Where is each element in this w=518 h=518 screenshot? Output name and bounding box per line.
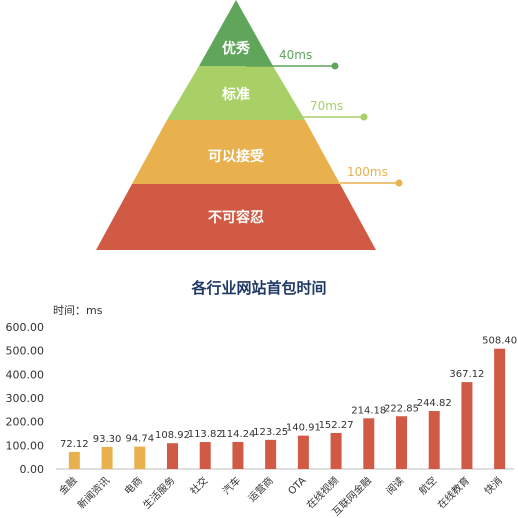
bar-value-label: 152.27 xyxy=(319,420,354,431)
bar-value-label: 94.74 xyxy=(125,434,154,445)
bar xyxy=(297,435,309,469)
bar xyxy=(396,416,407,469)
threshold-label-100: 100ms xyxy=(347,165,388,179)
threshold-dot-40 xyxy=(331,62,339,70)
bar-value-label: 72.12 xyxy=(60,439,89,450)
bar-value-label: 123.25 xyxy=(253,427,288,438)
bar xyxy=(101,446,113,469)
y-tick-label: 300.00 xyxy=(6,392,45,405)
x-tick-label: 运营商 xyxy=(245,474,275,504)
pyramid-level-excellent xyxy=(199,0,273,66)
pyramid-label-acceptable: 可以接受 xyxy=(208,148,264,165)
pyramid-label-excellent: 优秀 xyxy=(222,40,251,57)
bar-chart: 时间：ms 0.00 100.00 200.00 300.00 400.00 500.00 6… xyxy=(6,304,518,518)
bar xyxy=(68,451,80,469)
threshold-dot-70 xyxy=(360,113,368,121)
bar xyxy=(428,411,440,469)
bar-value-label: 508.40 xyxy=(482,336,517,347)
bar-value-label: 113.82 xyxy=(188,429,223,440)
threshold-dot-100 xyxy=(395,179,403,187)
bar-value-label: 140.91 xyxy=(286,423,321,434)
chart-title: 各行业网站首包时间 xyxy=(191,279,327,297)
y-tick-label: 200.00 xyxy=(6,416,45,429)
x-tick-label: 汽车 xyxy=(220,474,243,497)
performance-pyramid: 优秀 标准 可以接受 不可容忍 40ms 70ms 100ms xyxy=(96,0,403,250)
y-tick-label: 500.00 xyxy=(6,345,45,358)
x-tick-label: 金融 xyxy=(56,474,79,497)
y-axis-label: 时间：ms xyxy=(53,304,103,317)
y-tick-label: 0.00 xyxy=(20,463,45,476)
pyramid-level-intolerable xyxy=(96,184,376,250)
bar-value-label: 367.12 xyxy=(449,369,484,380)
bar xyxy=(167,443,178,469)
x-tick-label: 电商 xyxy=(122,474,145,497)
bar xyxy=(363,418,375,469)
pyramid-label-intolerable: 不可容忍 xyxy=(208,209,264,226)
y-tick-label: 400.00 xyxy=(6,368,45,381)
bar-value-label: 93.30 xyxy=(93,434,122,445)
x-tick-label: 新闻资讯 xyxy=(75,474,112,511)
bar xyxy=(232,441,244,469)
bar xyxy=(461,382,473,469)
x-tick-label: 航空 xyxy=(416,474,439,497)
bar-value-label: 108.92 xyxy=(155,430,190,441)
pyramid-label-standard: 标准 xyxy=(221,86,250,103)
bar xyxy=(134,446,146,469)
pyramid-level-acceptable xyxy=(132,120,340,184)
bar xyxy=(330,432,342,469)
x-tick-label: 生活服务 xyxy=(140,474,177,511)
bar xyxy=(494,348,506,469)
x-tick-label: 在线教育 xyxy=(435,474,472,511)
bar-value-label: 244.82 xyxy=(417,398,452,409)
bar xyxy=(265,439,277,469)
x-tick-label: OTA xyxy=(287,475,309,497)
y-tick-label: 100.00 xyxy=(6,439,45,452)
pyramid-level-standard xyxy=(167,66,305,120)
bar-value-label: 214.18 xyxy=(351,405,386,416)
x-tick-label: 快消 xyxy=(481,474,504,497)
bar-value-label: 114.24 xyxy=(220,429,255,440)
x-tick-label: 阅读 xyxy=(383,474,406,497)
threshold-label-40: 40ms xyxy=(279,48,312,62)
x-tick-label: 社交 xyxy=(187,474,210,497)
y-tick-label: 600.00 xyxy=(6,321,45,334)
bar-value-label: 222.85 xyxy=(384,403,419,414)
threshold-label-70: 70ms xyxy=(310,99,343,113)
bar xyxy=(199,442,211,469)
